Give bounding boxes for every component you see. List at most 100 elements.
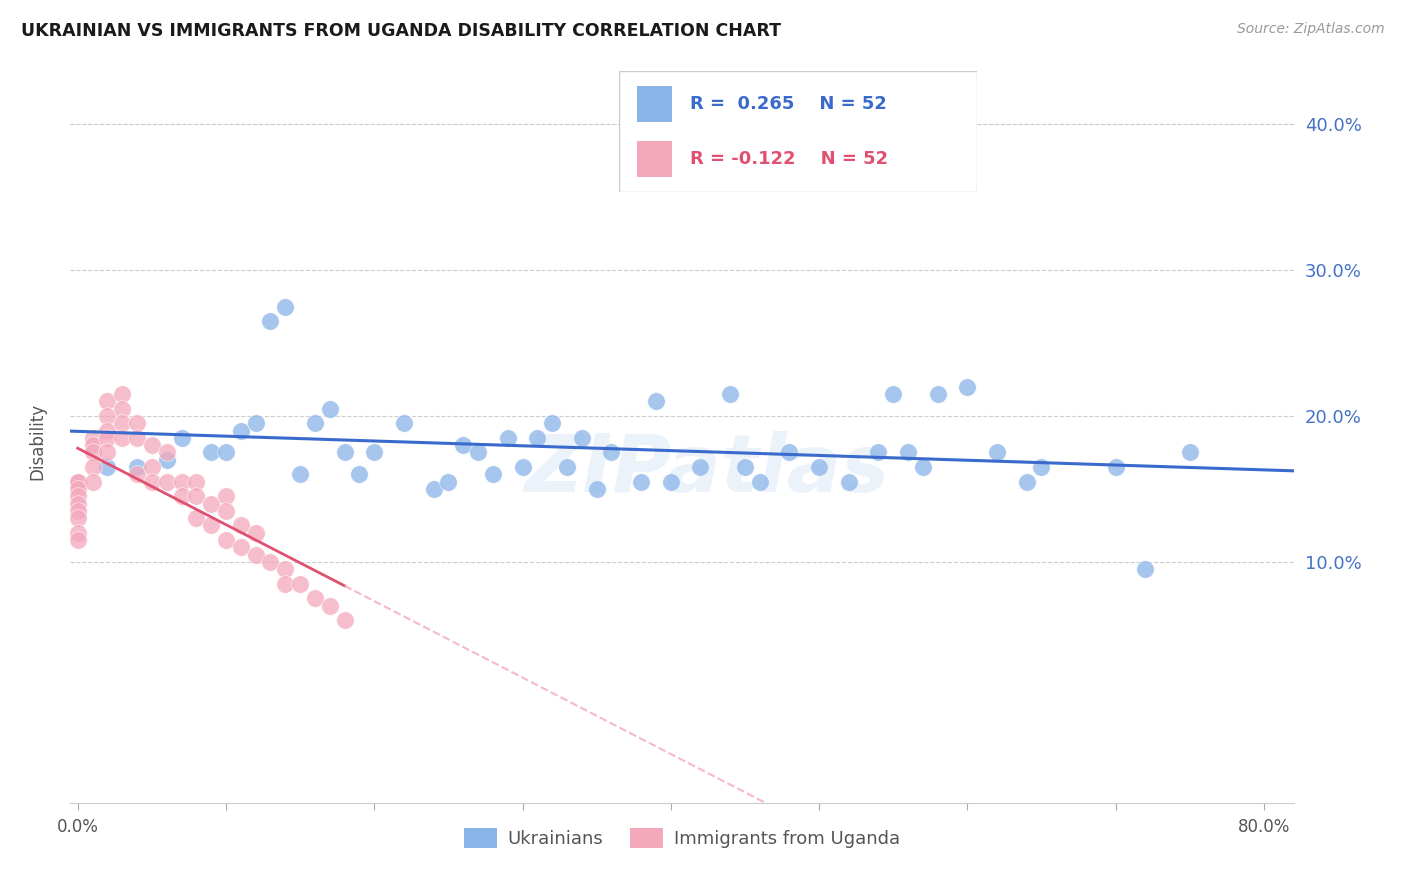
Point xyxy=(718,387,741,401)
Point xyxy=(882,387,904,401)
Point xyxy=(734,460,756,475)
Point xyxy=(645,394,668,409)
Point xyxy=(512,460,534,475)
Point xyxy=(200,497,222,511)
Point xyxy=(363,445,385,459)
Point xyxy=(96,394,118,409)
Point xyxy=(245,417,267,431)
Point xyxy=(66,504,89,518)
Point xyxy=(911,460,934,475)
Point xyxy=(66,482,89,496)
Point xyxy=(82,460,104,475)
Point xyxy=(392,417,415,431)
Point xyxy=(141,438,163,452)
Point xyxy=(82,431,104,445)
Point xyxy=(274,562,297,576)
Point xyxy=(215,533,238,547)
Point xyxy=(229,518,252,533)
Point xyxy=(125,467,148,482)
Point xyxy=(170,431,193,445)
Point xyxy=(66,489,89,503)
Point xyxy=(82,438,104,452)
Point xyxy=(659,475,682,489)
Point xyxy=(274,577,297,591)
Point xyxy=(259,314,281,328)
Point xyxy=(82,475,104,489)
Point xyxy=(215,504,238,518)
Point xyxy=(66,497,89,511)
Point xyxy=(141,460,163,475)
Text: Source: ZipAtlas.com: Source: ZipAtlas.com xyxy=(1237,22,1385,37)
Text: ZIPatlas: ZIPatlas xyxy=(524,432,889,509)
Point xyxy=(1104,460,1126,475)
Point xyxy=(585,482,607,496)
Point xyxy=(333,613,356,627)
Point xyxy=(630,475,652,489)
Point xyxy=(748,475,770,489)
Point xyxy=(868,445,890,459)
Point xyxy=(1178,445,1201,459)
Point xyxy=(304,417,326,431)
Point xyxy=(288,577,311,591)
Point xyxy=(66,533,89,547)
Point xyxy=(467,445,489,459)
Point xyxy=(245,525,267,540)
Point xyxy=(274,300,297,314)
Point xyxy=(526,431,548,445)
Point xyxy=(200,445,222,459)
Point xyxy=(689,460,711,475)
Point xyxy=(956,380,979,394)
Point xyxy=(333,445,356,459)
Point xyxy=(541,417,564,431)
Point xyxy=(437,475,460,489)
Point xyxy=(571,431,593,445)
Point xyxy=(156,452,179,467)
Point xyxy=(156,475,179,489)
Point xyxy=(125,417,148,431)
Point xyxy=(927,387,949,401)
Point xyxy=(838,475,860,489)
Point xyxy=(82,445,104,459)
Bar xyxy=(637,141,672,178)
Point xyxy=(96,431,118,445)
Legend: Ukrainians, Immigrants from Uganda: Ukrainians, Immigrants from Uganda xyxy=(457,821,907,855)
Point xyxy=(555,460,578,475)
Point xyxy=(111,401,134,416)
Point xyxy=(66,475,89,489)
Point xyxy=(229,424,252,438)
Text: R = -0.122    N = 52: R = -0.122 N = 52 xyxy=(690,150,889,169)
Point xyxy=(422,482,444,496)
Point xyxy=(245,548,267,562)
Point xyxy=(141,475,163,489)
Point xyxy=(482,467,505,482)
Point xyxy=(186,475,208,489)
Point xyxy=(1015,475,1038,489)
Point xyxy=(170,475,193,489)
Point xyxy=(259,555,281,569)
Point xyxy=(96,424,118,438)
Point xyxy=(215,445,238,459)
Text: UKRAINIAN VS IMMIGRANTS FROM UGANDA DISABILITY CORRELATION CHART: UKRAINIAN VS IMMIGRANTS FROM UGANDA DISA… xyxy=(21,22,782,40)
Point xyxy=(96,460,118,475)
Point xyxy=(111,431,134,445)
Point xyxy=(778,445,800,459)
Point xyxy=(808,460,831,475)
Point xyxy=(111,417,134,431)
Point xyxy=(96,409,118,423)
Point xyxy=(1135,562,1157,576)
Point xyxy=(66,511,89,525)
Point xyxy=(288,467,311,482)
Point xyxy=(186,511,208,525)
Point xyxy=(186,489,208,503)
Point xyxy=(156,445,179,459)
Point xyxy=(200,518,222,533)
Point xyxy=(897,445,920,459)
Point xyxy=(170,489,193,503)
Point xyxy=(304,591,326,606)
Point xyxy=(319,401,342,416)
Y-axis label: Disability: Disability xyxy=(28,403,46,480)
Point xyxy=(66,475,89,489)
Point xyxy=(451,438,474,452)
Point xyxy=(319,599,342,613)
Point xyxy=(125,460,148,475)
